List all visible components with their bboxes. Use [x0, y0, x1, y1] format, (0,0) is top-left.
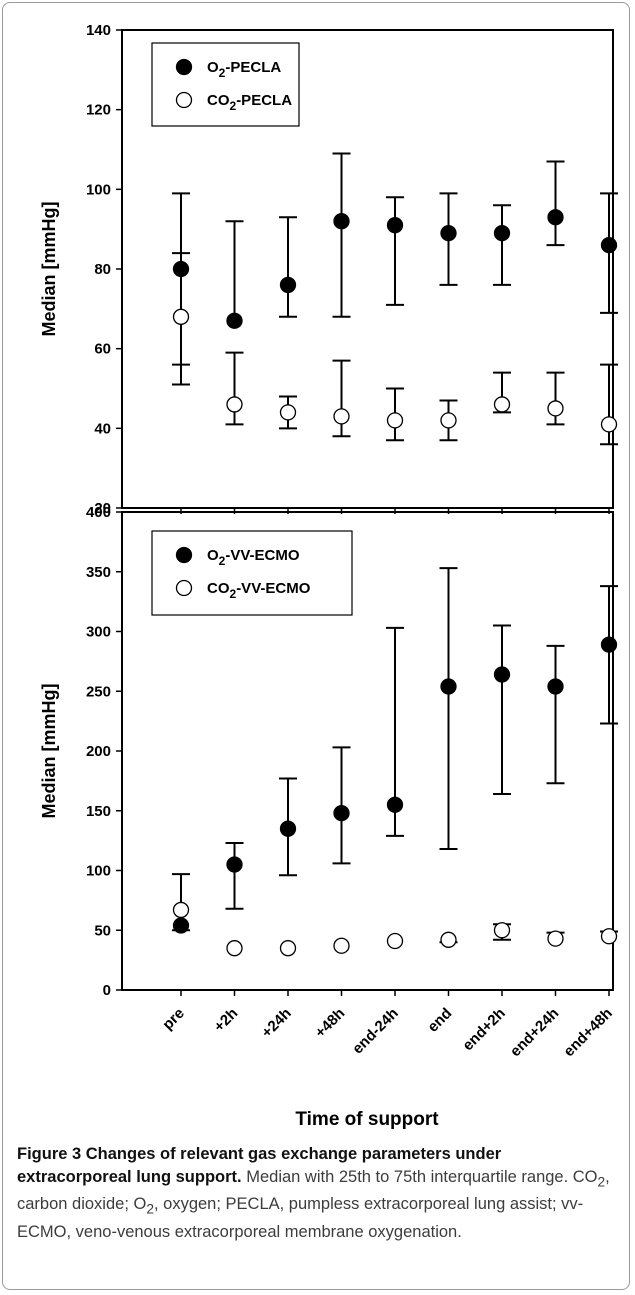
- y-tick-label-top: 120: [86, 102, 111, 119]
- data-point-co2-top: [600, 416, 618, 433]
- data-point-co2-top: [226, 396, 243, 413]
- data-point-co2-top: [386, 412, 404, 429]
- y-axis-title-top: Median [mmHg]: [39, 202, 59, 337]
- x-tick-label: pre: [159, 1005, 188, 1034]
- y-tick-label-bottom: 400: [86, 504, 111, 521]
- y-tick-label-bottom: 200: [86, 743, 111, 760]
- y-tick-label-top: 140: [86, 22, 111, 39]
- data-point-co2-bottom: [440, 931, 457, 948]
- data-point-co2-bottom: [172, 901, 190, 919]
- y-tick-label-bottom: 50: [94, 922, 111, 939]
- legend-bottom: O2-VV-ECMO CO2-VV-ECMO: [151, 530, 353, 616]
- data-point-co2-bottom: [493, 922, 511, 939]
- legend-top: O2-PECLA CO2-PECLA: [151, 42, 300, 127]
- data-point-co2-bottom: [386, 932, 404, 950]
- data-point-o2-bottom: [333, 804, 350, 822]
- data-point-o2-bottom: [440, 678, 457, 695]
- x-tick-label: end+48h: [560, 1005, 615, 1060]
- y-tick-label-bottom: 350: [86, 564, 111, 581]
- y-tick-label-bottom: 300: [86, 624, 111, 641]
- data-point-co2-top: [333, 408, 350, 425]
- data-point-o2-bottom: [386, 796, 404, 813]
- data-point-o2-top: [279, 276, 297, 294]
- caption-subscript-1: 2: [597, 1174, 606, 1190]
- caption-text-2: , carbon dioxide; O: [17, 1168, 610, 1214]
- y-tick-label-top: 80: [94, 261, 111, 278]
- data-point-co2-bottom: [333, 937, 350, 954]
- y-tick-label-top: 100: [86, 181, 111, 198]
- y-tick-label-top: 20: [94, 500, 111, 517]
- chart-bottom-panel: 0 50 100 150 200 250 300 350 400 Median [mmHg] pre…: [39, 504, 618, 1060]
- y-tick-label-bottom: 250: [86, 683, 111, 700]
- y-tick-label-bottom: 100: [86, 863, 111, 880]
- data-point-o2-bottom: [172, 917, 190, 934]
- data-point-o2-top: [493, 224, 511, 242]
- caption-title: Figure 3 Changes of relevant gas exchang…: [17, 1145, 502, 1186]
- data-point-co2-top: [279, 404, 297, 421]
- data-point-co2-bottom: [600, 928, 618, 945]
- chart-top-panel: 20 40 60 80 100 120 140 Median [mmHg] O2-PECLA CO…: [39, 22, 618, 517]
- legend-label-co2-top: CO2-PECLA: [207, 92, 292, 113]
- x-tick-label: end+24h: [507, 1005, 562, 1060]
- legend-marker-o2-bottom: [175, 546, 193, 564]
- caption-title-period: .: [237, 1168, 242, 1186]
- x-tick-label: +2h: [211, 1005, 242, 1036]
- legend-label-o2-bottom: O2-VV-ECMO: [207, 547, 300, 568]
- caption-text-1: Median with 25th to 75th interquartile r…: [241, 1168, 598, 1186]
- data-point-co2-bottom: [547, 930, 564, 947]
- y-tick-label-top: 40: [94, 420, 111, 437]
- data-point-o2-bottom: [279, 820, 297, 837]
- data-point-co2-top: [172, 308, 190, 325]
- x-tick-label: +48h: [312, 1005, 348, 1041]
- data-point-o2-top: [333, 213, 350, 230]
- caption-subscript-2: 2: [146, 1201, 154, 1217]
- legend-marker-o2-top: [175, 58, 193, 76]
- legend-box-bottom: [151, 530, 353, 616]
- data-point-co2-top: [547, 400, 564, 417]
- data-point-o2-top: [386, 217, 404, 234]
- y-axis-title-bottom: Median [mmHg]: [39, 684, 59, 819]
- data-point-o2-bottom: [493, 666, 511, 683]
- x-tick-label: end-24h: [349, 1005, 402, 1058]
- data-point-co2-top: [440, 412, 457, 429]
- x-axis-title: Time of support: [295, 1109, 439, 1130]
- figure-caption: Figure 3 Changes of relevant gas exchang…: [17, 1143, 617, 1244]
- data-point-o2-top: [226, 312, 243, 329]
- legend-marker-co2-top: [175, 91, 193, 109]
- x-tick-label: +24h: [258, 1005, 294, 1041]
- y-tick-label-bottom: 150: [86, 803, 111, 820]
- figure-chart: 20 40 60 80 100 120 140 Median [mmHg] O2-PECLA CO…: [39, 22, 618, 1130]
- data-point-co2-bottom: [279, 940, 297, 957]
- y-tick-label-bottom: 0: [103, 982, 111, 999]
- data-point-o2-bottom: [226, 856, 243, 873]
- legend-label-o2-top: O2-PECLA: [207, 59, 281, 80]
- legend-box-top: [151, 42, 300, 127]
- y-tick-label-top: 60: [94, 341, 111, 358]
- data-point-o2-top: [547, 209, 564, 226]
- x-tick-label: end+2h: [459, 1005, 508, 1054]
- data-point-co2-bottom: [226, 940, 243, 957]
- data-point-o2-top: [600, 236, 618, 254]
- legend-marker-co2-bottom: [175, 579, 193, 597]
- x-tick-label: end: [424, 1005, 455, 1036]
- data-point-o2-bottom: [600, 636, 618, 653]
- legend-label-co2-bottom: CO2-VV-ECMO: [207, 580, 311, 601]
- data-point-o2-bottom: [547, 678, 564, 695]
- caption-text-3: , oxygen; PECLA, pumpless extracorporeal…: [17, 1195, 584, 1241]
- data-point-co2-top: [493, 396, 511, 413]
- data-point-o2-top: [440, 224, 457, 242]
